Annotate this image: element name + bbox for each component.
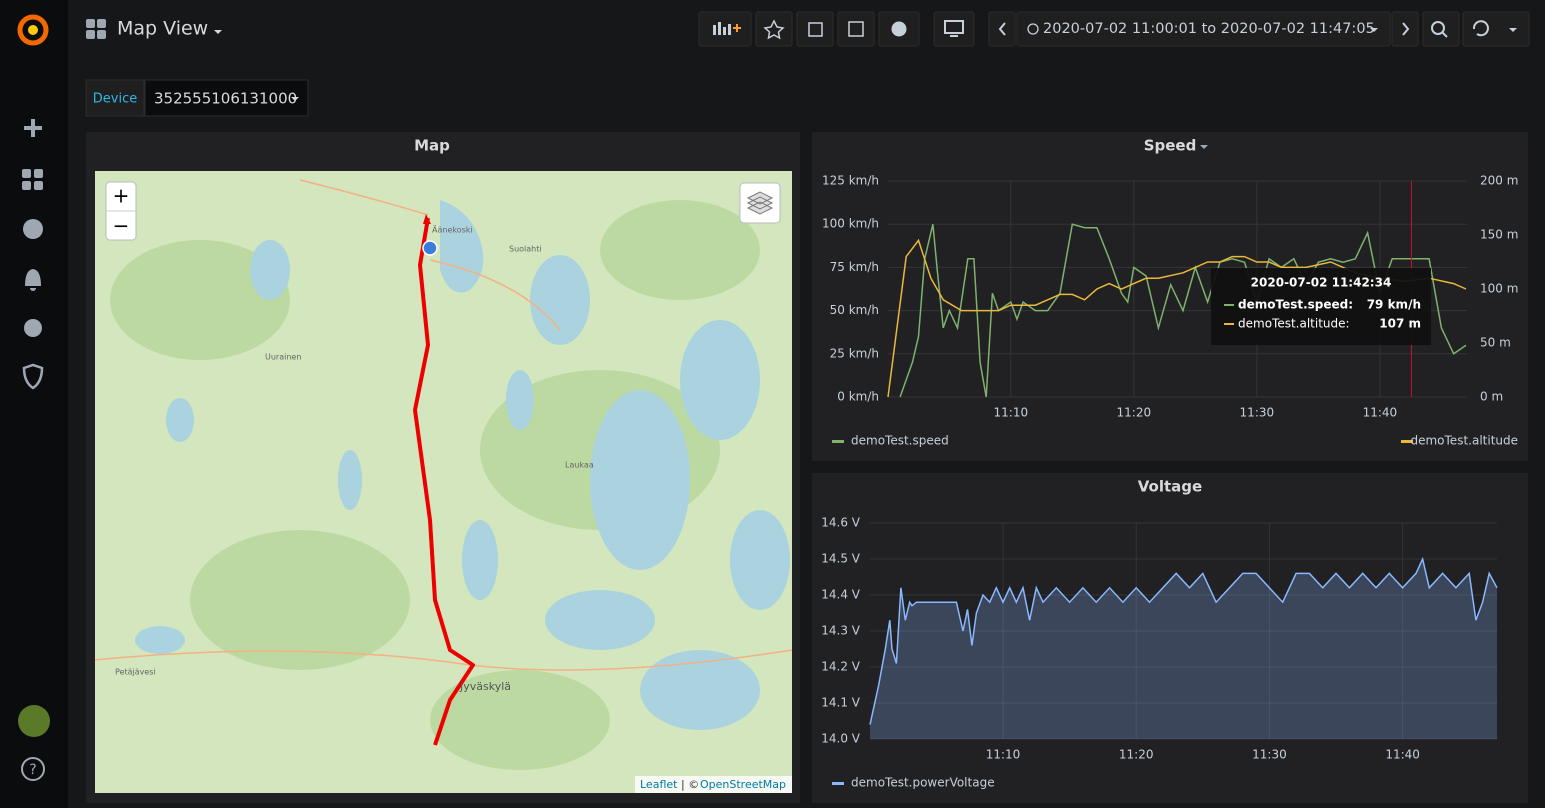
voltage-panel [812, 473, 1528, 803]
grafana-logo[interactable] [17, 14, 49, 46]
tv-button[interactable] [933, 11, 975, 47]
sidebar-icons: ? [18, 119, 50, 781]
zoom-out-button[interactable]: − [113, 214, 130, 238]
panel-title[interactable]: Map [414, 137, 450, 155]
y-tick-label: 14.0 V [821, 732, 861, 746]
y-tick-label: 125 km/h [822, 174, 879, 188]
variable-select[interactable] [144, 79, 309, 117]
alerting-icon[interactable] [25, 269, 41, 291]
map-place-label: Suolahti [509, 245, 542, 254]
series-line [869, 556, 1498, 725]
series-line [899, 223, 1467, 398]
map[interactable]: + − Leaflet | © OpenStreetMap Äänekoski S… [95, 171, 792, 793]
y-tick-label: 14.3 V [821, 624, 861, 638]
refresh-button[interactable] [1462, 11, 1530, 47]
admin-icon[interactable] [22, 363, 44, 390]
tooltip-time: 2020-07-02 11:42:34 [1251, 276, 1392, 290]
share-button[interactable] [796, 11, 834, 47]
dashboards-icon[interactable] [22, 169, 43, 190]
tooltip-swatch [1224, 304, 1234, 306]
tooltip-name: demoTest.altitude: [1238, 317, 1350, 331]
variable-value[interactable]: 352555106131000 [154, 90, 297, 108]
tooltip-value: 107 m [1379, 317, 1421, 331]
create-icon-v[interactable] [31, 119, 35, 137]
avatar[interactable] [18, 705, 50, 737]
x-tick-label: 11:20 [1119, 748, 1154, 762]
variable-label-box [85, 79, 145, 117]
help-icon[interactable] [21, 757, 45, 781]
star-button[interactable] [755, 11, 793, 47]
x-tick-label: 11:40 [1385, 748, 1420, 762]
panel-title[interactable]: Voltage [1138, 478, 1202, 496]
x-tick-label: 11:30 [1240, 406, 1275, 420]
x-tick-label: 11:20 [1117, 406, 1152, 420]
x-tick-label: 11:10 [994, 406, 1029, 420]
legend-label[interactable]: demoTest.powerVoltage [851, 776, 995, 790]
tooltip-value: 79 km/h [1367, 298, 1421, 312]
explore-icon[interactable] [23, 219, 43, 239]
y2-tick-label: 0 m [1480, 390, 1503, 404]
time-forward-button[interactable] [1391, 11, 1419, 47]
route-end-marker [423, 214, 431, 224]
panel-title[interactable]: Speed [1144, 137, 1197, 155]
time-picker[interactable] [1016, 11, 1391, 47]
map-place-label: Äänekoski [432, 225, 473, 235]
map-place-label: Petäjävesi [115, 668, 156, 677]
series-line [887, 238, 1467, 398]
variable-caret[interactable] [291, 97, 299, 101]
y2-tick-label: 150 m [1480, 228, 1518, 242]
legend-swatch [1401, 440, 1413, 443]
y-tick-label: 25 km/h [830, 346, 879, 360]
y-tick-label: 50 km/h [830, 303, 879, 317]
save-button[interactable] [837, 11, 875, 47]
map-place-label: Uurainen [265, 353, 301, 362]
config-icon[interactable] [24, 319, 42, 337]
y2-tick-label: 200 m [1480, 174, 1518, 188]
y-tick-label: 75 km/h [830, 260, 879, 274]
legend-label[interactable]: demoTest.altitude [1410, 434, 1518, 448]
y2-tick-label: 50 m [1480, 336, 1511, 350]
x-tick-label: 11:10 [986, 748, 1021, 762]
x-tick-label: 11:30 [1252, 748, 1287, 762]
tooltip-name: demoTest.speed: [1238, 298, 1353, 312]
x-tick-label: 11:40 [1363, 406, 1398, 420]
legend-swatch [832, 782, 844, 785]
y2-tick-label: 100 m [1480, 282, 1518, 296]
zoom-out-button[interactable] [1422, 11, 1460, 47]
tooltip-box [1211, 268, 1431, 345]
y-tick-label: 14.1 V [821, 696, 861, 710]
layers-icon [746, 191, 774, 215]
series-area [870, 559, 1497, 739]
attribution-osm[interactable]: OpenStreetMap [700, 778, 786, 791]
legend-label[interactable]: demoTest.speed [851, 434, 949, 448]
map-place-label: Jyväskylä [459, 680, 511, 693]
y-tick-label: 14.6 V [821, 516, 861, 530]
route [413, 217, 475, 746]
title-caret[interactable] [214, 30, 222, 34]
zoom-in-button[interactable]: + [113, 184, 130, 208]
y-tick-label: 14.2 V [821, 660, 861, 674]
time-back-button[interactable] [988, 11, 1016, 47]
map-lakes [135, 200, 790, 730]
y-tick-label: 100 km/h [822, 217, 879, 231]
dashboard-icon [86, 19, 106, 39]
y-tick-label: 14.4 V [821, 588, 861, 602]
variable-label: Device [93, 92, 137, 107]
toolbar-icons [713, 19, 1517, 40]
legend-swatch [832, 440, 844, 443]
time-range[interactable]: 2020-07-02 11:00:01 to 2020-07-02 11:47:… [1043, 21, 1375, 37]
dashboard-title[interactable]: Map View [117, 18, 208, 40]
panel-caret [1200, 145, 1208, 149]
tooltip-swatch [1224, 323, 1234, 325]
position-marker[interactable] [422, 240, 438, 256]
y-tick-label: 14.5 V [821, 552, 861, 566]
map-place-label: Laukaa [565, 461, 594, 470]
y-tick-label: 0 km/h [837, 390, 879, 404]
attribution-box [635, 776, 792, 793]
help-glyph: ? [29, 762, 36, 778]
attribution-leaflet[interactable]: Leaflet [640, 778, 678, 791]
attribution-separator: | © [681, 778, 699, 791]
